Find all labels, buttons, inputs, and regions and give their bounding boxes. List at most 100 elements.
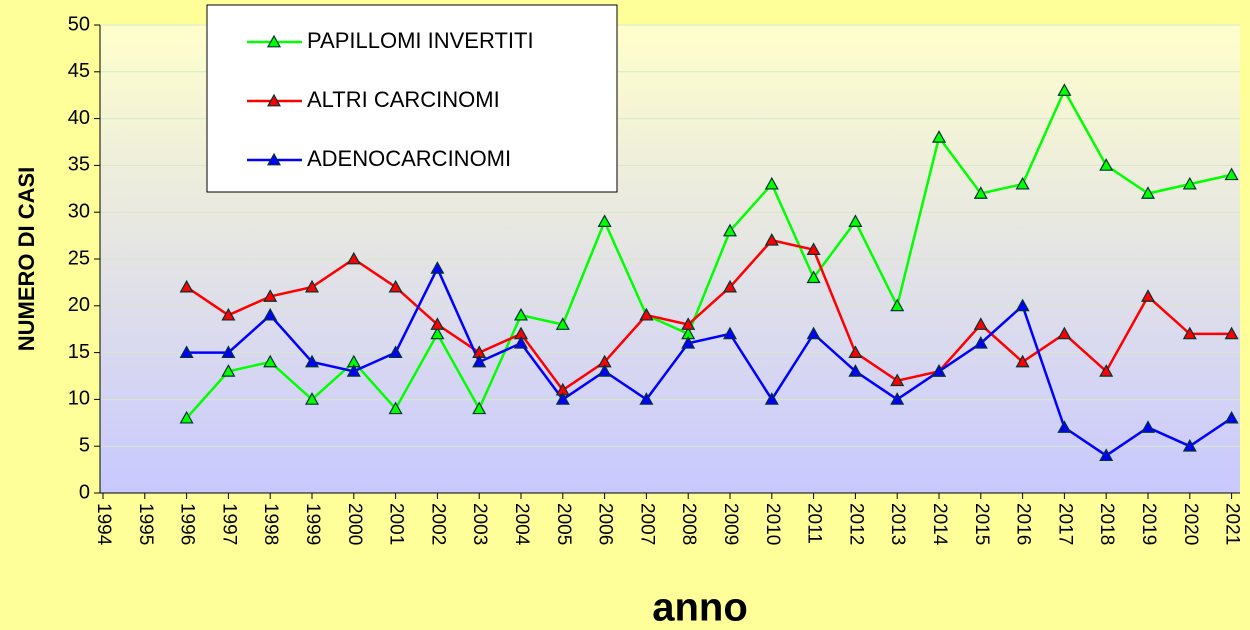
marker [346, 251, 361, 265]
marker [973, 317, 988, 330]
y-tick-label: 25 [68, 247, 90, 269]
x-tick-label: 2016 [1013, 503, 1034, 545]
marker [1057, 83, 1072, 96]
x-axis-title: anno [652, 586, 748, 630]
marker [221, 307, 236, 321]
marker [1057, 420, 1072, 433]
x-tick-label: 2007 [636, 503, 657, 545]
x-tick-label: 2000 [344, 503, 365, 545]
x-tick-label: 2015 [971, 503, 992, 545]
marker [1057, 326, 1072, 340]
marker [1224, 326, 1239, 340]
marker [179, 279, 194, 293]
marker [179, 345, 194, 358]
marker [263, 307, 278, 321]
marker [1140, 289, 1156, 302]
marker [931, 130, 947, 143]
x-tick-label: 2009 [720, 503, 741, 545]
x-tick-label: 2021 [1222, 503, 1243, 545]
marker [513, 336, 529, 349]
marker [304, 354, 320, 368]
marker [263, 289, 278, 302]
marker [388, 279, 403, 293]
marker [890, 392, 905, 405]
x-tick-label: 2011 [804, 503, 825, 544]
marker [304, 392, 320, 405]
marker [472, 354, 487, 368]
marker [931, 364, 947, 377]
x-tick-label: 2004 [511, 503, 532, 546]
marker [179, 410, 194, 424]
legend-marker [266, 152, 282, 166]
marker [430, 326, 445, 340]
series-line [185, 238, 1232, 392]
marker [890, 373, 905, 387]
marker [221, 345, 236, 358]
marker [722, 279, 738, 293]
y-tick-label: 30 [68, 200, 90, 222]
marker [848, 214, 863, 227]
marker [1099, 364, 1114, 377]
y-tick-label: 15 [68, 341, 90, 363]
marker [555, 392, 570, 405]
x-tick-label: 2010 [762, 503, 783, 545]
marker [1099, 448, 1114, 461]
x-tick-label: 2020 [1180, 503, 1201, 545]
marker [513, 307, 529, 321]
series-line [186, 265, 1233, 458]
marker [346, 364, 361, 377]
marker [263, 354, 278, 368]
marker [1224, 410, 1239, 424]
y-tick-label: 35 [68, 154, 90, 176]
marker [806, 326, 821, 340]
x-tick-label: 2014 [929, 503, 950, 546]
legend-marker [266, 34, 282, 48]
marker [221, 364, 236, 377]
marker [681, 336, 696, 349]
x-tick-label: 2001 [386, 503, 407, 545]
marker [806, 242, 821, 256]
marker [848, 345, 863, 358]
x-tick-label: 1994 [93, 503, 114, 546]
marker [764, 392, 779, 405]
legend-marker [266, 93, 282, 107]
marker [1015, 176, 1030, 190]
x-tick-label: 2017 [1054, 503, 1075, 545]
marker [1015, 298, 1030, 312]
series-line [185, 87, 1232, 419]
marker [430, 261, 445, 274]
marker [388, 345, 403, 358]
marker [1182, 438, 1197, 452]
x-tick-label: 1999 [302, 503, 323, 545]
y-tick-label: 20 [68, 294, 90, 316]
marker [1182, 176, 1197, 190]
marker [973, 186, 988, 199]
marker [555, 317, 570, 330]
x-tick-label: 2013 [887, 503, 908, 545]
marker [973, 336, 988, 349]
y-tick-label: 50 [68, 13, 90, 35]
legend-label: ADENOCARCINOMI [307, 146, 511, 171]
marker [722, 223, 738, 237]
marker [639, 307, 654, 321]
x-tick-label: 1995 [135, 503, 156, 545]
x-tick-label: 2005 [553, 503, 574, 545]
marker [890, 298, 905, 312]
y-tick-label: 5 [79, 434, 90, 456]
legend-label: PAPILLOMI INVERTITI [307, 28, 534, 53]
marker [806, 270, 821, 284]
y-tick-label: 0 [79, 481, 90, 503]
marker [639, 392, 654, 405]
x-tick-label: 1998 [260, 503, 281, 545]
marker [304, 279, 320, 293]
marker [597, 214, 612, 227]
marker [681, 317, 696, 330]
marker [1224, 167, 1239, 181]
x-tick-label: 2006 [595, 503, 616, 545]
x-tick-label: 2002 [427, 503, 448, 545]
marker [1099, 158, 1114, 171]
marker [764, 233, 779, 246]
marker [430, 317, 445, 330]
y-tick-label: 40 [68, 107, 90, 129]
